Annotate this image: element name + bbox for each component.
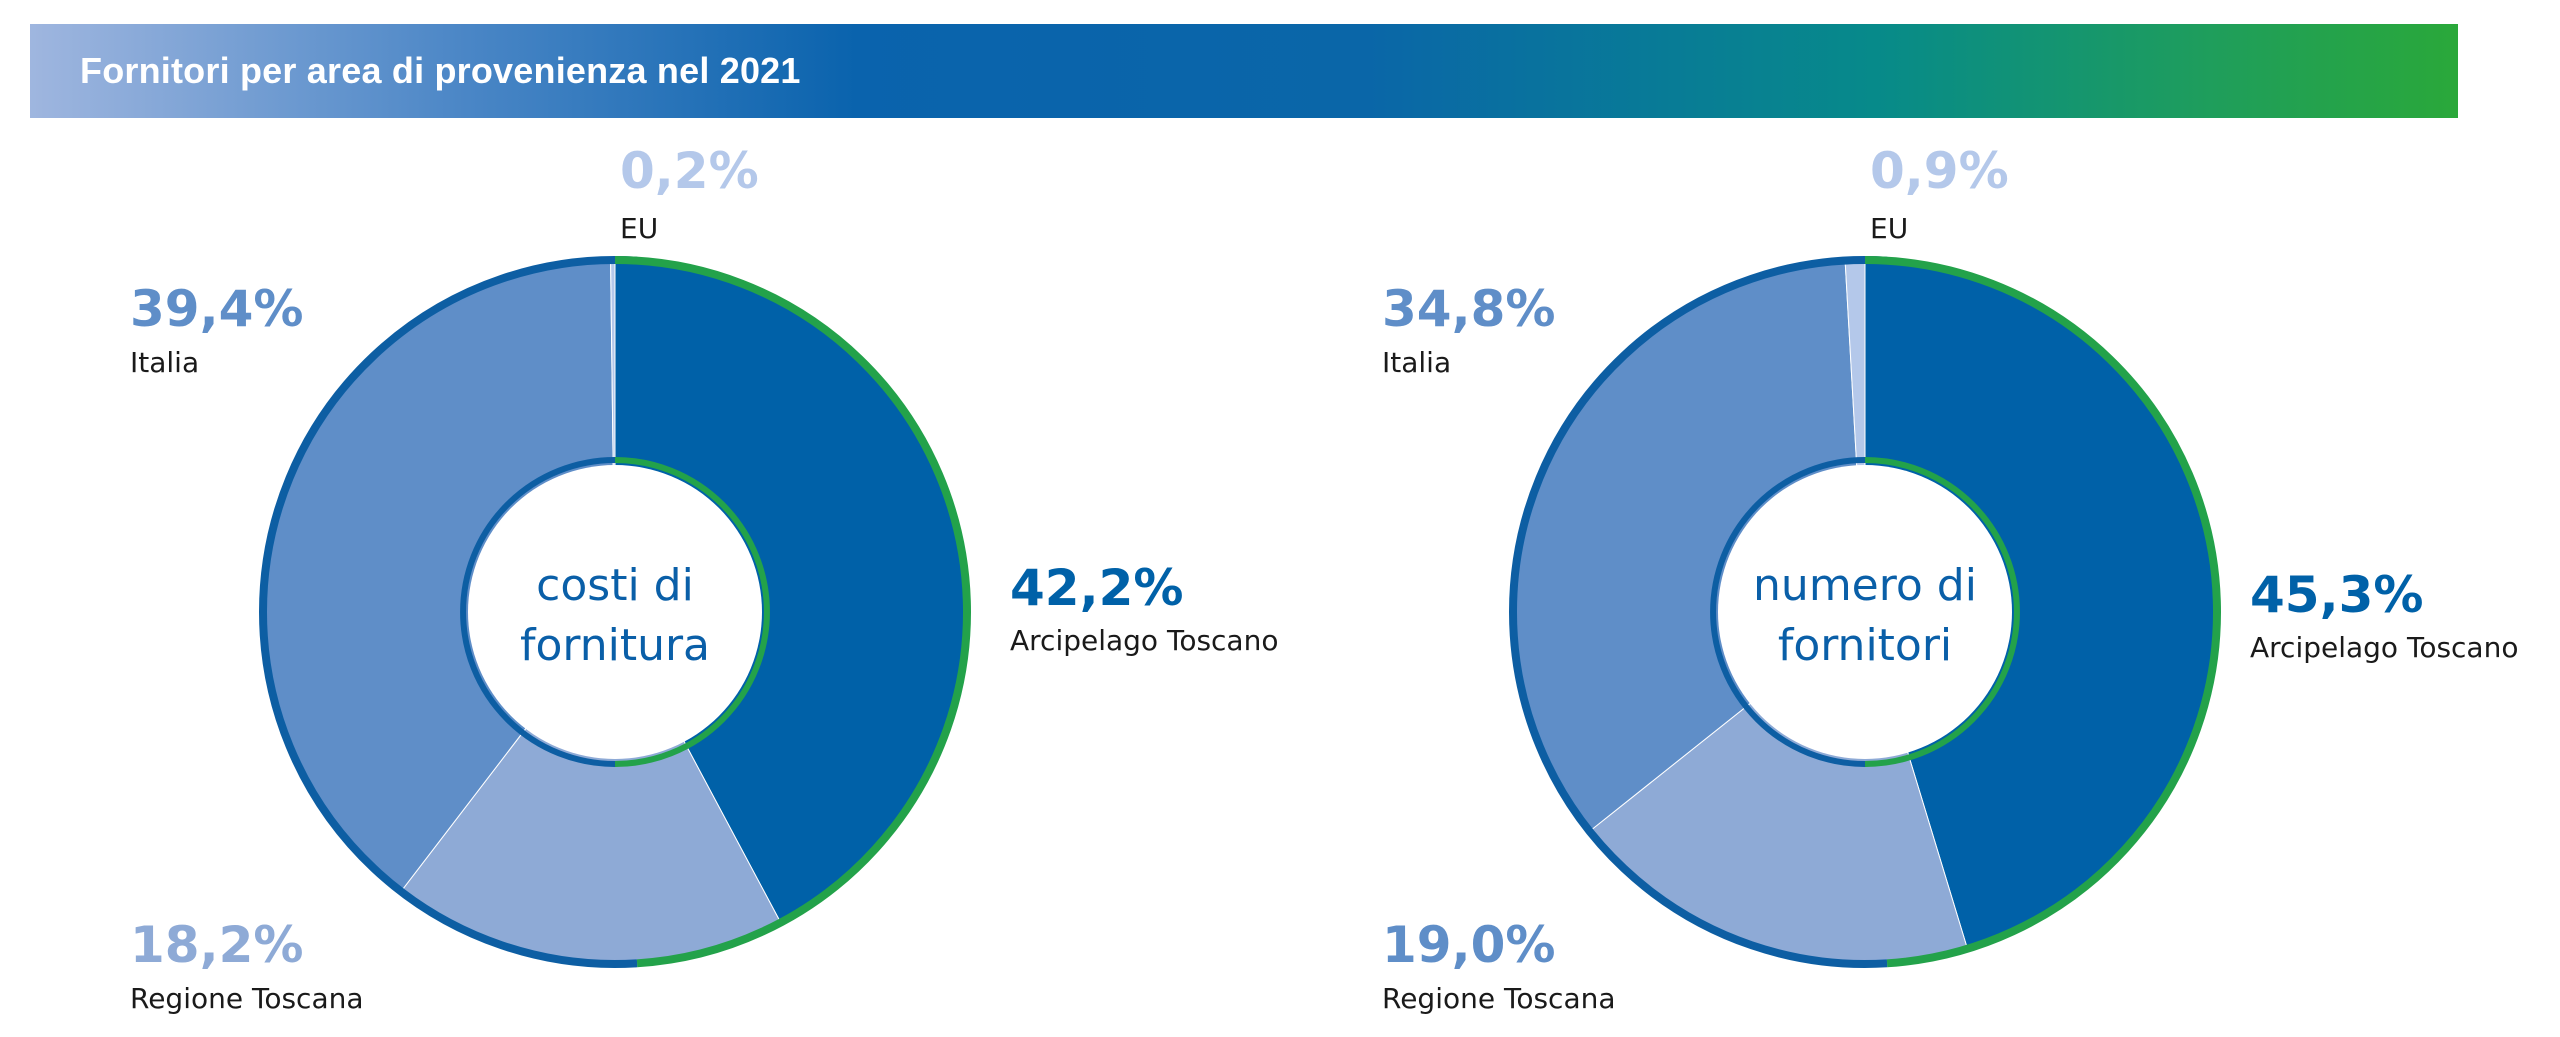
label-arcipelago: Arcipelago Toscano <box>2250 631 2518 664</box>
outer-ring-blue <box>258 256 638 968</box>
label-italia: Italia <box>1382 346 1451 379</box>
center-label-line-1: costi di <box>536 560 694 611</box>
label-eu: EU <box>1870 212 1908 245</box>
pct-italia: 34,8% <box>1382 280 1555 338</box>
pct-regione: 19,0% <box>1382 916 1555 974</box>
inner-ring-green <box>1864 457 2020 767</box>
donut-chart-numero: numero di fornitori 0,9% EU 34,8% Italia… <box>1382 142 2518 1015</box>
pct-regione: 18,2% <box>130 916 303 974</box>
center-label-line-1: numero di <box>1753 560 1977 611</box>
outer-ring-green <box>614 256 971 968</box>
donut-chart-costi: costi di fornitura 0,2% EU 39,4% Italia … <box>130 142 1278 1015</box>
pct-arcipelago: 45,3% <box>2250 566 2423 624</box>
pct-eu: 0,9% <box>1870 142 2009 200</box>
pct-eu: 0,2% <box>620 142 759 200</box>
center-label-line-2: fornitura <box>520 620 710 671</box>
label-regione: Regione Toscana <box>1382 982 1616 1015</box>
inner-ring-green <box>614 457 770 767</box>
donut-hole <box>468 465 762 759</box>
center-label-line-2: fornitori <box>1778 620 1952 671</box>
outer-ring-blue <box>1508 256 1888 968</box>
donut-hole <box>1718 465 2012 759</box>
title-bar: Fornitori per area di provenienza nel 20… <box>30 24 2458 118</box>
label-regione: Regione Toscana <box>130 982 364 1015</box>
label-italia: Italia <box>130 346 199 379</box>
inner-ring-blue <box>1710 457 1866 767</box>
pct-italia: 39,4% <box>130 280 303 338</box>
label-arcipelago: Arcipelago Toscano <box>1010 624 1278 657</box>
outer-ring-green <box>1864 256 2221 968</box>
label-eu: EU <box>620 212 658 245</box>
chart-title: Fornitori per area di provenienza nel 20… <box>80 50 801 91</box>
pct-arcipelago: 42,2% <box>1010 559 1183 617</box>
inner-ring-blue <box>460 457 616 767</box>
